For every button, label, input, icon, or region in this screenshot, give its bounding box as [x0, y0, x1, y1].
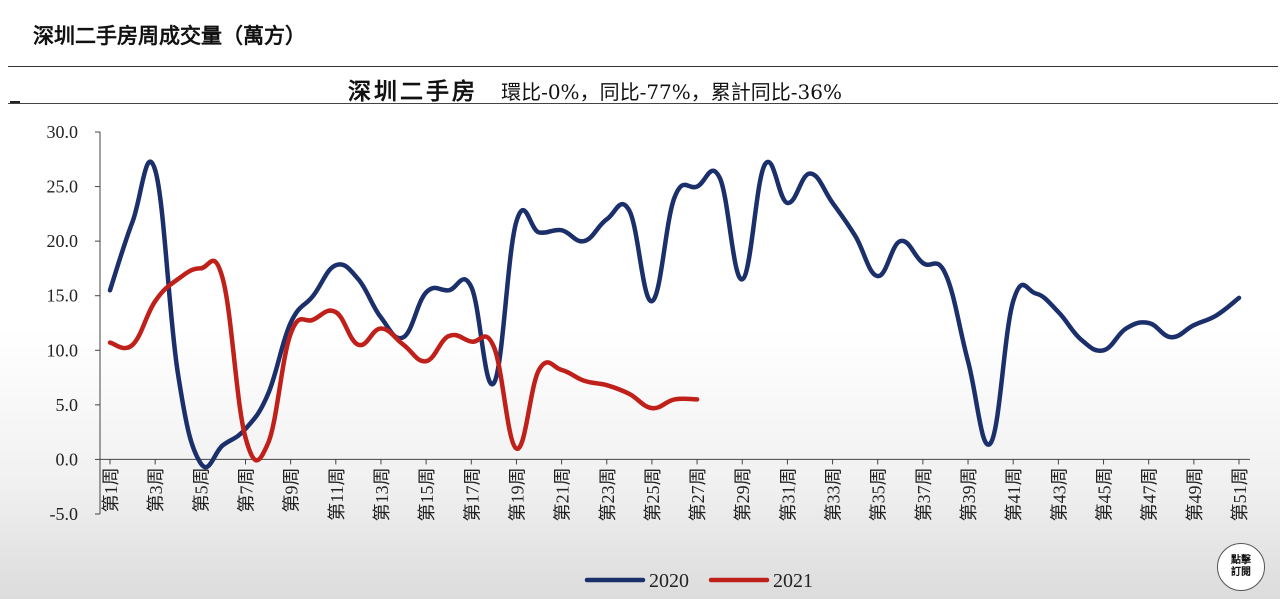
page-heading: 深圳二手房周成交量（萬方）	[33, 25, 306, 48]
x-tick-label: 第15周	[417, 467, 437, 521]
x-tick-label: 第31周	[778, 467, 798, 521]
y-tick-label: 25.0	[47, 177, 79, 197]
x-tick-label: 第23周	[598, 467, 618, 521]
x-tick-label: 第7周	[236, 467, 256, 512]
x-tick-label: 第13周	[372, 467, 392, 521]
series-lines	[107, 159, 1242, 470]
x-tick-label: 第25周	[643, 467, 663, 521]
x-axis: 第1周 第3周 第5周 第7周 第9周 第11周 第13周 第15周 第17周 第19周 第21周 第…	[100, 458, 1250, 521]
badge-line-1: 點擊	[1231, 555, 1251, 566]
x-tick-label: 第21周	[553, 467, 573, 521]
x-tick-label: 第43周	[1049, 467, 1069, 521]
y-tick-label: 15.0	[47, 286, 79, 306]
x-tick-label: 第39周	[959, 467, 979, 521]
x-tick-label: 第29周	[733, 467, 753, 521]
x-tick-label: 第45周	[1095, 467, 1115, 521]
x-tick-label: 第33周	[824, 467, 844, 521]
y-tick-label: 30.0	[47, 122, 79, 142]
legend: 2020 2021	[584, 570, 813, 592]
series-line-2020	[107, 159, 1242, 470]
x-tick-label: 第49周	[1185, 467, 1205, 521]
header-divider	[8, 103, 1278, 104]
x-tick-label: 第9周	[282, 467, 302, 512]
x-tick-label: 第27周	[688, 467, 708, 521]
x-tick-label: 第17周	[462, 467, 482, 521]
badge-line-2: 訂閱	[1231, 567, 1251, 578]
x-tick-label: 第11周	[327, 467, 347, 520]
corner-tick	[10, 101, 20, 103]
x-tick-label: 第1周	[101, 467, 121, 512]
x-tick-label: 第3周	[146, 467, 166, 512]
chart-header: 深圳二手房 環比-0%，同比-77%，累計同比-36%	[0, 72, 1190, 106]
x-tick-label: 第47周	[1140, 467, 1160, 521]
y-tick-label: -5.0	[50, 504, 79, 524]
chart-subtitle: 環比-0%，同比-77%，累計同比-36%	[501, 80, 842, 104]
legend-label-2020: 2020	[649, 570, 689, 592]
y-tick-label: 10.0	[47, 340, 79, 360]
y-axis: 30.0 25.0 20.0 15.0 10.0 5.0 0.0 -5.0	[47, 122, 101, 524]
series-line-2021	[107, 258, 700, 463]
top-divider	[8, 66, 1278, 67]
x-tick-label: 第41周	[1004, 467, 1024, 521]
x-tick-label: 第19周	[507, 467, 527, 521]
x-tick-label: 第51周	[1230, 467, 1250, 521]
subscribe-badge[interactable]: 點擊 訂閱	[1217, 543, 1265, 591]
y-tick-label: 5.0	[56, 395, 79, 415]
chart-title: 深圳二手房	[347, 78, 478, 105]
x-tick-label: 第35周	[869, 467, 889, 521]
x-tick-label: 第5周	[191, 467, 211, 512]
y-tick-label: 0.0	[56, 449, 79, 469]
x-tick-label: 第37周	[914, 467, 934, 521]
y-tick-label: 20.0	[47, 231, 79, 251]
legend-label-2021: 2021	[773, 570, 813, 592]
